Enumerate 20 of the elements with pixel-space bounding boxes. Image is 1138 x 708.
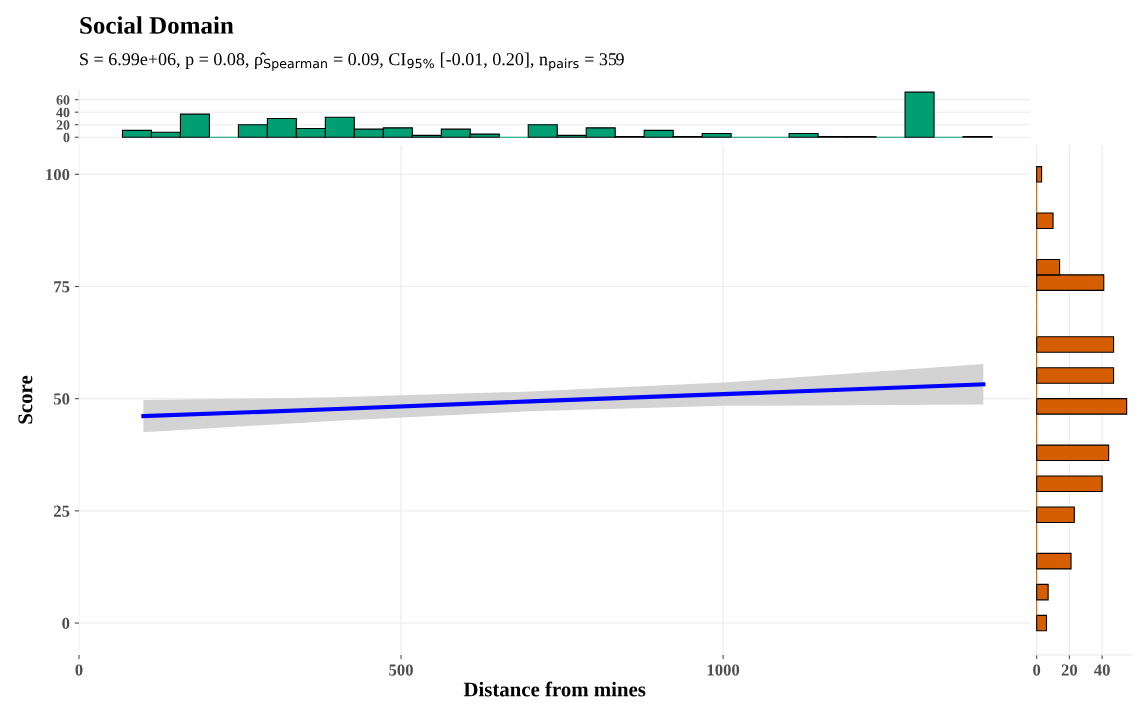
chart-title: Social Domain bbox=[80, 16, 234, 34]
x-tick-label: 0 bbox=[1033, 664, 1041, 676]
x-tick-label: 500 bbox=[389, 664, 413, 676]
x-tick-label: 20 bbox=[1061, 664, 1078, 676]
y-tick-label: 0 bbox=[62, 617, 70, 629]
y-tick-label: 40 bbox=[56, 107, 70, 118]
y-tick-label: 50 bbox=[53, 393, 70, 405]
y-axis-title: Score bbox=[18, 375, 33, 424]
x-tick-label: 40 bbox=[1094, 664, 1110, 676]
y-tick-label: 60 bbox=[56, 95, 70, 105]
line-series bbox=[141, 382, 986, 419]
chart-subtitle: S = 6.99e+06, p = 0.08, ρ̂$_{Spearman}$ = 0.09, CI$_{95%}$ [-0.01, 0.20], n$_{pairs}$ = 359 bbox=[80, 52, 624, 71]
y-tick-label: 0 bbox=[63, 132, 70, 143]
y-tick-label: 75 bbox=[54, 281, 70, 293]
x-tick-label: 1000 bbox=[707, 664, 740, 676]
x-tick-label: 0 bbox=[75, 664, 83, 676]
y-tick-label: 100 bbox=[46, 169, 70, 181]
y-tick-label: 25 bbox=[53, 505, 70, 517]
y-tick-label: 20 bbox=[56, 120, 70, 130]
x-axis-title: Distance from mines bbox=[463, 681, 646, 697]
